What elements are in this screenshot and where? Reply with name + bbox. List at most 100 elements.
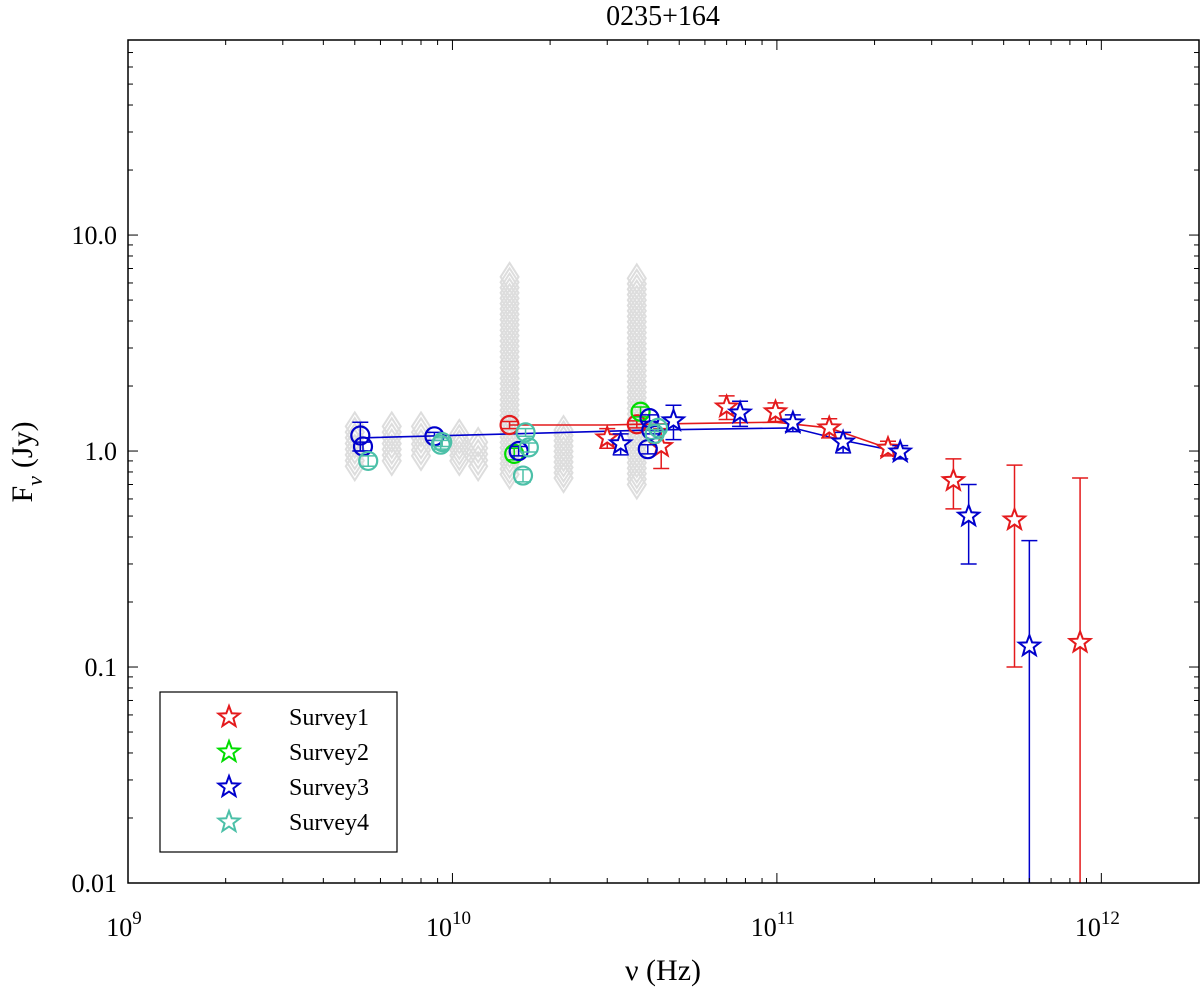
data-point-survey4 xyxy=(647,417,669,438)
star-marker xyxy=(887,438,914,464)
plot-frame xyxy=(127,39,1200,884)
archival-diamond xyxy=(626,267,647,300)
archival-diamond xyxy=(381,416,402,449)
star-marker xyxy=(1001,506,1028,532)
archival-diamond xyxy=(344,450,365,483)
circle-marker xyxy=(358,450,379,472)
legend-label: Survey3 xyxy=(289,775,369,801)
data-point-survey1 xyxy=(762,397,789,424)
circle-marker xyxy=(432,431,453,453)
archival-column xyxy=(467,426,489,483)
legend-label: Survey4 xyxy=(289,810,369,836)
data-point-survey3 xyxy=(1016,539,1043,883)
archival-diamond xyxy=(553,419,574,452)
y-tick-labels: 0.01 0.1 1.0 10.0 xyxy=(72,221,118,898)
circle-marker xyxy=(508,440,529,462)
data-point-survey3 xyxy=(829,428,857,454)
legend-star-icon xyxy=(215,703,243,729)
archival-diamond xyxy=(381,422,402,454)
star-marker xyxy=(713,393,740,419)
x-tick-label: 1011 xyxy=(751,908,795,942)
star-marker xyxy=(607,429,634,456)
legend-item-survey1: Survey1 xyxy=(215,703,369,731)
data-point-survey1 xyxy=(940,458,967,510)
legend: Survey1 Survey2 Survey3 Survey4 xyxy=(159,691,398,853)
archival-diamond xyxy=(626,262,647,295)
circle-marker xyxy=(518,437,539,458)
chart-title: 0235+164 xyxy=(606,1,720,32)
star-marker xyxy=(1066,628,1094,654)
data-point-survey3 xyxy=(726,399,754,428)
legend-star-icon xyxy=(215,773,243,799)
circle-marker xyxy=(647,417,669,438)
x-tick-label: 1010 xyxy=(426,908,471,942)
x-axis-label: ν (Hz) xyxy=(625,954,701,987)
y-axis-label-sub: ν xyxy=(22,476,47,486)
circle-marker xyxy=(499,414,520,436)
archival-diamond xyxy=(381,433,402,466)
y-tick-label: 0.01 xyxy=(72,869,118,898)
circle-marker xyxy=(512,465,534,486)
star-marker xyxy=(940,466,967,492)
archival-diamond xyxy=(381,445,402,477)
archival-diamond xyxy=(381,410,402,443)
archival-diamond xyxy=(467,450,489,483)
x-tick-label: 109 xyxy=(106,908,142,942)
archival-diamond xyxy=(410,434,432,466)
star-marker xyxy=(829,428,857,454)
data-point-survey3 xyxy=(607,429,634,456)
archival-diamond xyxy=(410,439,432,472)
legend-item-survey3: Survey3 xyxy=(215,773,369,801)
data-point-survey4 xyxy=(358,450,379,472)
star-marker xyxy=(816,414,843,440)
legend-star-icon xyxy=(215,738,243,764)
star-marker xyxy=(660,406,687,433)
archival-diamond xyxy=(467,432,489,464)
archival-diamond xyxy=(467,444,489,477)
legend-item-survey4: Survey4 xyxy=(215,808,369,836)
archival-diamond xyxy=(467,438,489,471)
circle-marker xyxy=(515,422,536,443)
data-point-survey1 xyxy=(1001,464,1028,668)
archival-diamond xyxy=(499,266,520,299)
data-point-survey1 xyxy=(499,414,520,436)
x-tick-labels: 109 1010 1011 1012 xyxy=(106,908,1120,942)
x-tick-label: 1012 xyxy=(1075,908,1120,942)
data-point-survey4 xyxy=(515,422,536,443)
y-axis-label-unit: (Jy) xyxy=(6,421,39,468)
data-point-survey3 xyxy=(779,409,807,435)
archival-diamond xyxy=(499,261,520,293)
series-points xyxy=(350,393,1094,883)
archival-column xyxy=(381,410,402,477)
data-point-survey1 xyxy=(1066,477,1094,883)
data-point-survey3 xyxy=(660,404,687,441)
data-point-survey3 xyxy=(637,439,658,460)
legend-item-survey2: Survey2 xyxy=(215,738,369,766)
circle-marker xyxy=(430,434,451,455)
data-point-survey1 xyxy=(713,393,740,421)
data-point-survey4 xyxy=(432,431,453,453)
data-point-survey3 xyxy=(955,483,982,565)
archival-diamond xyxy=(381,439,402,472)
legend-label: Survey1 xyxy=(289,705,369,731)
star-marker xyxy=(1016,632,1043,658)
svg-text:Fν(Jy): Fν (Jy) xyxy=(6,421,47,502)
y-tick-label: 10.0 xyxy=(72,221,118,250)
star-marker xyxy=(726,399,754,425)
data-point-survey4 xyxy=(518,437,539,458)
archival-diamond xyxy=(410,416,432,449)
y-axis-label: Fν (Jy) xyxy=(6,421,47,502)
star-marker xyxy=(955,502,982,528)
archival-layer xyxy=(344,261,647,501)
star-marker xyxy=(779,409,807,435)
archival-diamond xyxy=(449,418,470,450)
star-marker xyxy=(762,397,789,424)
y-tick-label: 1.0 xyxy=(85,437,118,466)
legend-star-icon xyxy=(215,808,243,834)
star-marker xyxy=(874,434,902,460)
archival-column xyxy=(553,414,574,494)
archival-diamond xyxy=(467,426,489,458)
y-axis-label-main: F xyxy=(6,486,39,503)
legend-box xyxy=(159,691,398,853)
